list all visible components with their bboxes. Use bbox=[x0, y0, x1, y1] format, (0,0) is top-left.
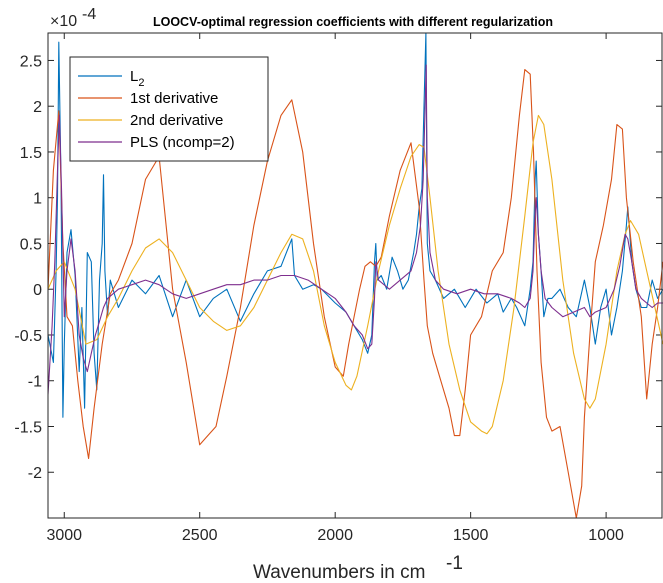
legend-label-2nd-derivative: 2nd derivative bbox=[130, 112, 223, 129]
series-line-pls-ncomp-2 bbox=[48, 64, 663, 395]
y-tick-label-0: 2.5 bbox=[20, 53, 42, 70]
x-tick-label-2: 2000 bbox=[317, 527, 353, 544]
legend-label-subscript: 2 bbox=[138, 77, 144, 89]
x-tick-label-4: 1000 bbox=[588, 527, 624, 544]
y-tick-label-5: 0 bbox=[33, 282, 42, 299]
y-exponent-power: -4 bbox=[82, 6, 96, 23]
x-axis-label: Wavenumbers in cm -1 bbox=[253, 553, 463, 583]
legend-label-pls-ncomp-2: PLS (ncomp=2) bbox=[130, 134, 235, 151]
x-tick-label-3: 1500 bbox=[453, 527, 489, 544]
y-tick-label-8: -1.5 bbox=[14, 419, 42, 436]
x-tick-marks bbox=[63, 33, 607, 518]
x-tick-label-0: 3000 bbox=[46, 527, 82, 544]
y-exponent-base: ×10 bbox=[50, 13, 77, 30]
x-axis-label-text: Wavenumbers in cm bbox=[253, 562, 425, 583]
legend-label-1st-derivative: 1st derivative bbox=[130, 90, 218, 107]
series-line-2nd-derivative bbox=[48, 114, 663, 435]
plot-series-layer bbox=[48, 33, 663, 518]
legend-box bbox=[69, 56, 269, 162]
y-tick-label-9: -2 bbox=[28, 465, 42, 482]
y-tick-label-1: 2 bbox=[33, 99, 42, 116]
x-axis-label-superscript: -1 bbox=[446, 553, 463, 574]
chart-title: LOOCV-optimal regression coefficients wi… bbox=[153, 15, 553, 29]
x-tick-labels: 3000 2500 2000 1500 1000 bbox=[46, 527, 624, 544]
y-tick-label-2: 1.5 bbox=[20, 145, 42, 162]
y-exponent-label: ×10 -4 bbox=[50, 6, 96, 30]
series-line-1st-derivative bbox=[48, 69, 663, 518]
x-tick-label-1: 2500 bbox=[182, 527, 218, 544]
series-line-l bbox=[48, 33, 663, 418]
y-tick-label-6: -0.5 bbox=[14, 328, 42, 345]
y-tick-label-3: 1 bbox=[33, 191, 42, 208]
axes-box bbox=[47, 32, 663, 519]
y-tick-label-4: 0.5 bbox=[20, 236, 42, 253]
y-tick-labels: 2.5 2 1.5 1 0.5 0 -0.5 -1 -1.5 -2 bbox=[14, 53, 42, 482]
y-tick-label-7: -1 bbox=[28, 374, 42, 391]
y-tick-marks bbox=[48, 59, 662, 473]
